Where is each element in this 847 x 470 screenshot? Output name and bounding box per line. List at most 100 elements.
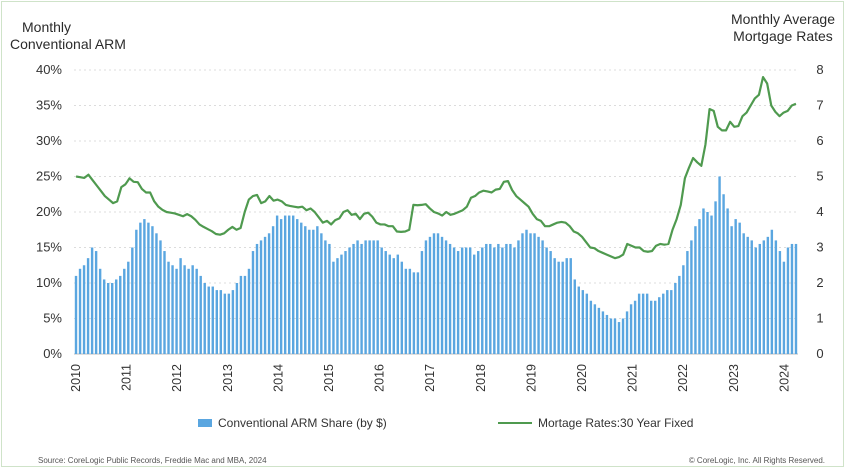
bar [102,279,106,354]
bar [553,258,556,354]
bar [404,268,408,354]
copyright-note: © CoreLogic, Inc. All Rights Reserved. [688,456,825,465]
bar [577,286,580,354]
x-axis-tick-label: 2017 [423,364,437,392]
bar [384,251,387,354]
bar [251,251,255,354]
bar [654,300,657,354]
bar [473,254,476,354]
bar [296,219,299,354]
bar [388,254,391,354]
bar [464,247,468,354]
bar [420,251,424,354]
bar [82,265,86,354]
bar [191,265,194,354]
x-axis-tick-label: 2012 [170,364,184,392]
bar [312,229,315,354]
bar [332,261,335,354]
right-axis-tick-label: 3 [816,240,823,255]
bar [456,251,460,354]
bar [742,233,745,354]
bar [428,236,432,354]
bar [392,258,395,354]
x-axis-tick-label: 2023 [727,364,741,392]
bar [183,265,186,354]
bar [694,226,697,354]
bar [304,226,307,354]
bar [593,304,597,354]
bar [360,243,363,354]
bar [565,258,568,354]
bar [585,293,589,354]
bar [408,268,412,354]
left-axis-tick-label: 20% [36,204,62,219]
bar [131,247,134,354]
x-axis-tick-label: 2021 [626,364,640,392]
bar [340,254,343,354]
x-axis-tick-label: 2011 [120,364,134,391]
bar [376,240,379,354]
bar [529,233,532,354]
left-axis-tick-label: 10% [36,275,62,290]
bar [344,251,347,354]
bar [726,208,729,354]
x-axis-tick-label: 2014 [271,364,285,392]
legend-swatch-line [498,422,532,424]
bar [770,229,774,354]
bar [581,290,585,354]
bar [649,300,653,354]
left-axis-tick-label: 30% [36,133,62,148]
x-axis-tick-label: 2013 [221,364,235,392]
bar [625,311,629,354]
bar [111,283,114,354]
bar [477,251,480,354]
bar [481,247,484,354]
bar [698,219,701,354]
bar [589,300,593,354]
bar [493,247,496,354]
bar [545,247,548,354]
bar [308,229,311,354]
bar [601,311,605,354]
bar [147,222,150,354]
right-axis-tick-label: 8 [816,62,823,77]
bar [324,240,327,354]
bar [497,243,500,354]
bar [794,243,798,354]
x-axis-tick-label: 2010 [69,364,83,392]
bar [300,222,303,354]
bar [283,215,287,354]
bar [211,286,214,354]
x-axis-tick-label: 2019 [524,364,538,392]
source-note: Source: CoreLogic Public Records, Freddi… [38,456,267,465]
bar [239,275,243,354]
bar [223,293,227,354]
bar [336,258,339,354]
bar [215,290,218,354]
bar [690,240,693,354]
bar [143,219,146,354]
bar [372,240,375,354]
bar [380,247,383,354]
bar [227,293,231,354]
bar [670,290,673,354]
left-axis-tick-label: 5% [43,311,62,326]
bar [199,275,202,354]
bar [505,243,508,354]
right-axis-tick-label: 0 [816,346,823,361]
bar [320,233,323,354]
bar [328,243,331,354]
bar [738,222,741,354]
bar [159,240,162,354]
bar [722,194,725,354]
bar [613,318,617,354]
bar [460,247,464,354]
bar [187,268,190,354]
bar [633,300,637,354]
bar [758,243,761,354]
bar [549,251,552,354]
bar [396,254,399,354]
bar [621,318,625,354]
bar [167,261,170,354]
bar [561,261,564,354]
